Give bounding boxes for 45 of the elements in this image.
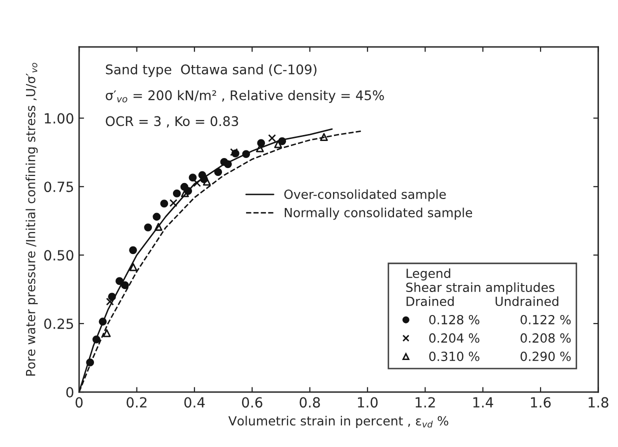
legend-label: Normally consolidated sample [284, 208, 472, 220]
x-tick-label: 1.8 [588, 397, 608, 408]
point [274, 140, 282, 148]
point [257, 139, 266, 148]
point [160, 200, 168, 208]
x-tick-label: 0.4 [184, 397, 205, 408]
legend-label: 0.204 % 0.208 % [429, 333, 571, 343]
y-axis-title: Pore water pressure /Initial confining stress ,U/σ′$_{vo}$ [26, 62, 38, 376]
x-tick-label: 1.6 [531, 397, 551, 408]
y-tick-label: 0 [66, 386, 74, 398]
point [129, 246, 137, 254]
point [144, 223, 152, 232]
legend-label: 0.128 % 0.122 % [429, 314, 571, 324]
point [188, 174, 197, 182]
annotation: OCR = 3 , Ko = 0.83 [106, 116, 238, 128]
point [202, 178, 211, 186]
point [106, 298, 114, 306]
x-tick-label: 0.2 [126, 397, 146, 408]
annotation: σ′$_{vo}$ = 200 kN/m² , Relative density = 45% [106, 90, 384, 103]
legend-label: Over-consolidated sample [284, 189, 446, 202]
point [121, 281, 129, 290]
point [193, 179, 202, 188]
point [152, 212, 161, 221]
y-tick-label: 0.50 [44, 250, 74, 261]
legend-label: 0.310 % 0.290 % [429, 352, 571, 362]
x-axis-title: Volumetric strain in percent , ε$_{vd}$ % [228, 416, 448, 428]
y-tick-label: 1.00 [44, 113, 74, 124]
x-tick-label: 1.0 [358, 397, 378, 408]
point [129, 263, 138, 272]
point [169, 199, 178, 207]
y-tick-label: 0.75 [44, 182, 74, 192]
point [320, 133, 328, 141]
point [214, 168, 222, 176]
x-tick-label: 0.8 [300, 397, 320, 408]
x-tick-label: 1.2 [416, 397, 435, 408]
annotation: Sand type Ottawa sand (C-109) [106, 64, 316, 77]
point [154, 222, 162, 231]
y-tick-label: 0.25 [44, 318, 74, 330]
x-tick-label: 0 [76, 397, 83, 408]
x-tick-label: 1.4 [473, 397, 494, 408]
point [268, 134, 276, 142]
point [102, 329, 111, 338]
point [172, 190, 181, 198]
legend-title: Legend Shear strain amplitudes Drained Undrained [406, 268, 558, 306]
x-tick-label: 0.6 [242, 397, 262, 408]
